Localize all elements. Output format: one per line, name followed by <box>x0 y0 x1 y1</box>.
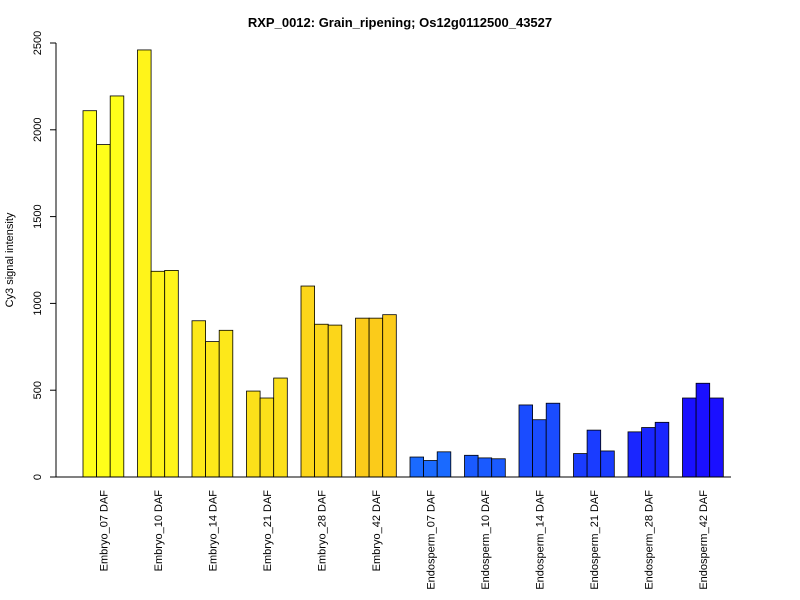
bar <box>641 427 656 478</box>
category-label: Embryo_14 DAF <box>207 490 219 572</box>
category-label: Embryo_10 DAF <box>153 490 165 572</box>
bar <box>518 404 534 478</box>
bar <box>532 419 547 478</box>
bar <box>477 457 493 478</box>
bar <box>682 397 697 478</box>
y-axis: 0 500 1000 1500 2000 2500 <box>32 31 57 480</box>
category-label: Embryo_21 DAF <box>262 490 274 572</box>
bar <box>218 329 234 478</box>
category-label: Endosperm_10 DAF <box>480 490 492 590</box>
category-labels: Embryo_07 DAF Embryo_10 DAF Embryo_14 DAF E… <box>98 490 710 590</box>
category-label: Endosperm_28 DAF <box>643 490 655 590</box>
bar <box>150 270 166 478</box>
bar <box>382 314 397 478</box>
bar <box>586 429 602 478</box>
bar <box>82 110 98 478</box>
bar <box>654 421 670 478</box>
bar <box>137 49 152 478</box>
y-tick-label: 2500 <box>32 31 44 55</box>
chart-title: RXP_0012: Grain_ripening; Os12g0112500_4… <box>248 15 552 30</box>
bar <box>355 317 370 478</box>
bar <box>709 397 724 478</box>
bar <box>327 324 343 478</box>
bars <box>82 49 724 478</box>
y-tick-label: 2000 <box>32 118 44 142</box>
category-label: Embryo_42 DAF <box>371 490 383 572</box>
bar <box>545 402 561 478</box>
bar <box>436 451 452 478</box>
bar <box>695 382 711 478</box>
bar <box>314 323 329 478</box>
bar <box>109 95 125 478</box>
bar <box>600 450 615 478</box>
y-tick-label: 1000 <box>32 291 44 315</box>
category-label: Endosperm_07 DAF <box>425 490 437 590</box>
category-label: Embryo_28 DAF <box>316 490 328 572</box>
y-axis-label: Cy3 signal intensity <box>4 212 16 307</box>
bar <box>409 456 425 478</box>
y-tick-label: 500 <box>32 381 44 399</box>
y-tick-label: 0 <box>32 474 44 480</box>
category-label: Endosperm_42 DAF <box>698 490 710 590</box>
bar <box>464 454 479 478</box>
bar <box>96 144 111 478</box>
bar <box>573 453 588 478</box>
bar <box>627 431 643 478</box>
category-label: Embryo_07 DAF <box>98 490 110 572</box>
bar <box>368 317 384 478</box>
y-tick-label: 1500 <box>32 204 44 228</box>
bar <box>191 320 207 478</box>
bar <box>491 458 506 478</box>
bar <box>423 460 438 478</box>
bar <box>164 270 179 478</box>
bar <box>246 390 261 478</box>
bar <box>205 341 220 478</box>
category-label: Endosperm_14 DAF <box>534 490 546 590</box>
category-label: Endosperm_21 DAF <box>589 490 601 590</box>
bar <box>273 377 288 478</box>
bar <box>300 285 316 478</box>
bar <box>259 397 275 478</box>
